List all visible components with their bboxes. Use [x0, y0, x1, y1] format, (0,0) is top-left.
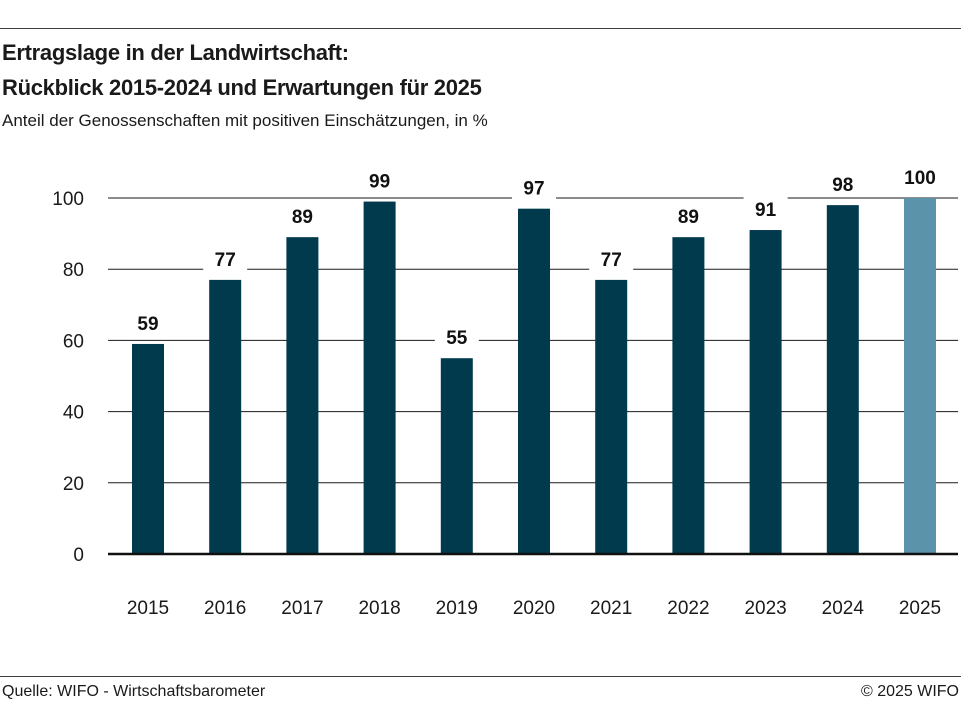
y-axis-ticks: 0 20 40 60 80 100	[52, 189, 84, 566]
bar-label-bg-2022	[666, 203, 711, 230]
copyright-note: © 2025 WIFO	[860, 683, 959, 700]
x-tick-label-2018: 2018	[358, 598, 400, 619]
bar-label-bg-2021	[589, 245, 634, 272]
bar-label-bg-2015	[126, 309, 170, 336]
bar-value-label-2017: 89	[292, 207, 313, 228]
x-tick-label-2025: 2025	[899, 598, 941, 619]
x-tick-label-2017: 2017	[281, 598, 323, 619]
source-note: Quelle: WIFO - Wirtschaftsbarometer	[2, 683, 266, 700]
y-tick-label-20: 20	[63, 474, 84, 495]
bar-2019	[440, 358, 473, 554]
bar-value-label-2016: 77	[215, 250, 236, 271]
bar-2024	[826, 205, 859, 554]
bars: 59 77 89 99 55 97 77 89 91 98 100	[126, 164, 942, 555]
bar-value-label-2020: 97	[523, 179, 544, 200]
x-tick-label-2021: 2021	[590, 598, 632, 619]
x-tick-label-2023: 2023	[744, 598, 786, 619]
bar-label-bg-2017	[280, 203, 325, 230]
x-axis-ticks: 2015 2016 2017 2018 2019 2020 2021 2022 2023 2024…	[127, 598, 941, 619]
x-tick-label-2022: 2022	[667, 598, 709, 619]
bar-chart: 0 20 40 60 80 100 59 77 89 99 55 97 77 89 91 98 100 201…	[52, 164, 958, 619]
bar-value-label-2015: 59	[137, 314, 158, 335]
bar-label-bg-2019	[434, 324, 479, 351]
bar-2021	[595, 279, 628, 554]
bar-label-bg-2016	[203, 245, 248, 272]
bottom-rule	[0, 676, 961, 677]
bar-label-bg-2024	[820, 171, 865, 198]
bar-2025	[904, 198, 936, 554]
y-tick-label-60: 60	[63, 331, 84, 352]
y-tick-label-0: 0	[73, 545, 84, 566]
top-rule	[0, 28, 961, 29]
x-tick-label-2020: 2020	[513, 598, 555, 619]
y-tick-label-40: 40	[63, 403, 84, 424]
x-tick-label-2019: 2019	[436, 598, 478, 619]
y-tick-label-80: 80	[63, 260, 84, 281]
bar-2020	[518, 208, 550, 554]
y-tick-label-100: 100	[52, 189, 84, 210]
bar-2022	[672, 237, 705, 554]
bar-2017	[286, 237, 319, 554]
bar-label-bg-2018	[357, 167, 402, 194]
bar-value-label-2022: 89	[678, 207, 699, 228]
bar-value-label-2018: 99	[369, 172, 390, 193]
bar-2015	[132, 343, 164, 554]
x-tick-label-2024: 2024	[822, 598, 865, 619]
bar-value-label-2023: 91	[755, 200, 777, 221]
bar-label-bg-2023	[743, 196, 788, 223]
bar-label-bg-2025	[898, 164, 942, 190]
x-tick-label-2016: 2016	[204, 598, 246, 619]
bar-2023	[749, 230, 782, 555]
bar-value-label-2021: 77	[601, 250, 622, 271]
bar-value-label-2024: 98	[832, 175, 853, 196]
bar-value-label-2025: 100	[904, 168, 936, 189]
bar-value-label-2019: 55	[446, 328, 468, 349]
bar-label-bg-2020	[512, 174, 556, 201]
chart-title-line1: Ertragslage in der Landwirtschaft:	[2, 40, 349, 65]
chart-title-line2: Rückblick 2015-2024 und Erwartungen für …	[2, 75, 482, 100]
chart-subtitle: Anteil der Genossenschaften mit positive…	[2, 111, 488, 130]
bar-2016	[209, 279, 242, 554]
bar-2018	[363, 201, 396, 554]
x-tick-label-2015: 2015	[127, 598, 169, 619]
